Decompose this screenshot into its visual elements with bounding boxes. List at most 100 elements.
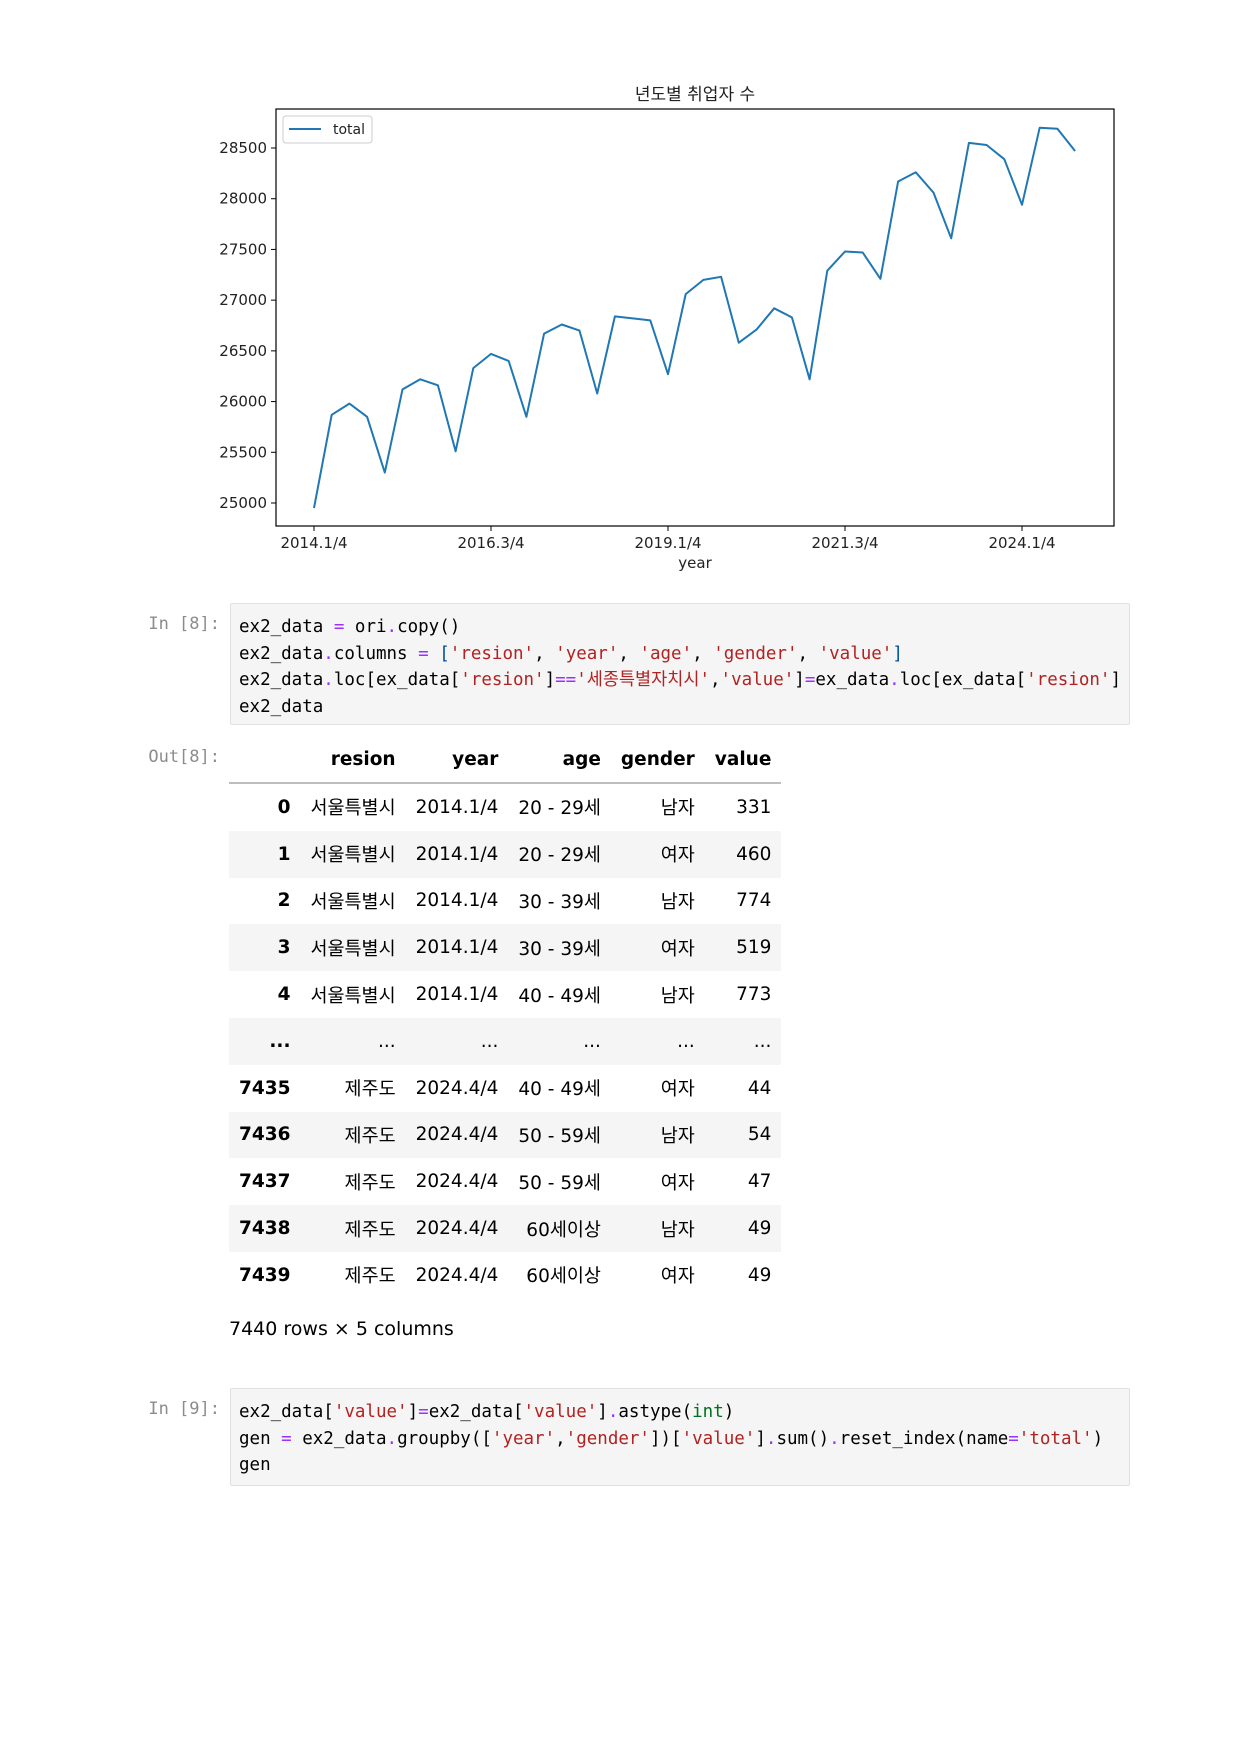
- code-line: gen = ex2_data.groupby(['year','gender']…: [239, 1428, 1104, 1449]
- table-cell: 2024.4/4: [415, 1171, 499, 1193]
- input-prompt-8: In [8]:: [148, 614, 220, 634]
- x-tick-label: 2014.1/4: [280, 534, 347, 552]
- table-row: 3 서울특별시 2014.1/4 30 - 39세 여자 519: [229, 924, 782, 972]
- code-line: ex2_data['value']=ex2_data['value'].asty…: [239, 1402, 735, 1422]
- table-cell: 20 - 29세: [518, 845, 601, 867]
- row-index: 3: [277, 937, 291, 959]
- table-cell: 519: [736, 937, 772, 959]
- table-cell: 2014.1/4: [415, 890, 499, 912]
- code-line: ex2_data.loc[ex_data['resion']=='세종특별자치시…: [239, 670, 1121, 690]
- table-cell: 460: [736, 843, 772, 865]
- code-line: gen: [239, 1455, 271, 1475]
- table-cell: 30 - 39세: [518, 891, 601, 913]
- y-tick-label: 28500: [219, 139, 267, 157]
- table-cell: 54: [747, 1124, 772, 1146]
- table-cell: 2024.4/4: [415, 1124, 499, 1146]
- row-index: 7435: [239, 1077, 291, 1099]
- column-header: year: [405, 736, 509, 784]
- x-tick-label: 2019.1/4: [634, 534, 701, 552]
- table-cell: 2024.4/4: [415, 1218, 499, 1240]
- table-cell: 49: [747, 1264, 772, 1286]
- table-row: 7437 제주도 2024.4/4 50 - 59세 여자 47: [229, 1158, 781, 1205]
- table-cell: 30 - 39세: [518, 938, 601, 960]
- legend-box: [282, 115, 373, 144]
- row-index: 1: [277, 843, 291, 865]
- table-cell: 774: [736, 890, 772, 912]
- legend-label-total: total: [333, 122, 365, 138]
- code-cell-9[interactable]: ex2_data['value']=ex2_data['value'].asty…: [230, 1388, 1130, 1486]
- table-cell: 서울특별시: [310, 845, 396, 867]
- table-row: 2 서울특별시 2014.1/4 30 - 39세 남자 774: [229, 878, 781, 925]
- x-tick-label: 2024.1/4: [988, 534, 1055, 552]
- code-line: ex2_data = ori.copy(): [239, 617, 461, 637]
- table-cell: 여자: [660, 1266, 695, 1288]
- table-cell: 331: [736, 796, 772, 818]
- table-cell: 2014.1/4: [415, 984, 499, 1006]
- table-row: 7435 제주도 2024.4/4 40 - 49세 여자 44: [229, 1065, 781, 1112]
- x-tick-label: 2021.3/4: [811, 534, 878, 552]
- dataframe-shape: 7440 rows × 5 columns: [229, 1318, 454, 1340]
- table-cell: 제주도: [344, 1125, 396, 1147]
- y-tick-label: 26000: [219, 393, 267, 411]
- table-cell: 40 - 49세: [518, 985, 601, 1007]
- table-cell: 서울특별시: [310, 798, 396, 820]
- code-line: ex2_data: [239, 696, 324, 717]
- code-line: ex2_data.columns = ['resion', 'year', 'a…: [239, 643, 903, 664]
- table-row: 4 서울특별시 2014.1/4 40 - 49세 남자 773: [229, 971, 781, 1018]
- table-cell: 남자: [660, 985, 695, 1007]
- table-cell: ...: [377, 1030, 396, 1052]
- chart-title: 년도별 취업자 수: [635, 85, 755, 105]
- table-cell: 2014.1/4: [415, 937, 499, 959]
- row-index: 7436: [239, 1124, 291, 1146]
- row-index: 2: [277, 890, 291, 912]
- table-cell: 47: [747, 1171, 772, 1193]
- y-tick-label: 26500: [219, 342, 267, 360]
- row-index: ...: [269, 1030, 291, 1052]
- code-cell-8[interactable]: ex2_data = ori.copy() ex2_data.columns = …: [230, 603, 1130, 725]
- y-tick-label: 27500: [219, 240, 267, 258]
- row-index: 7439: [239, 1264, 291, 1286]
- table-cell: 서울특별시: [310, 938, 396, 960]
- table-cell: 제주도: [344, 1266, 396, 1288]
- table-cell: 49: [747, 1218, 772, 1240]
- table-cell: 제주도: [344, 1079, 396, 1101]
- table-cell: ...: [677, 1030, 695, 1052]
- table-cell: 남자: [660, 1219, 695, 1241]
- table-row: 0 서울특별시 2014.1/4 20 - 29세 남자 331: [229, 783, 781, 831]
- table-cell: 50 - 59세: [518, 1172, 601, 1194]
- column-header: value: [704, 736, 782, 784]
- series-total-line: [313, 126, 1076, 509]
- table-cell: 제주도: [344, 1219, 396, 1241]
- x-axis-label: year: [678, 554, 712, 572]
- y-tick-label: 28000: [219, 190, 267, 208]
- table-row: 1 서울특별시 2014.1/4 20 - 29세 여자 460: [229, 830, 782, 878]
- table-cell: 여자: [660, 1079, 695, 1101]
- table-cell: 2024.4/4: [415, 1077, 499, 1099]
- table-cell: 여자: [660, 938, 695, 960]
- table-cell: 2024.4/4: [415, 1264, 499, 1286]
- y-tick-label: 27000: [219, 291, 267, 309]
- table-cell: 60세이상: [526, 1219, 601, 1241]
- table-cell: ...: [753, 1030, 772, 1052]
- row-index: 0: [277, 796, 291, 818]
- table-row: 7439 제주도 2024.4/4 60세이상 여자 49: [229, 1252, 781, 1299]
- x-tick-label: 2016.3/4: [457, 534, 524, 552]
- row-index: 4: [277, 984, 291, 1006]
- table-cell: ...: [583, 1030, 601, 1052]
- table-cell: 남자: [660, 1125, 695, 1147]
- input-prompt-9: In [9]:: [148, 1399, 220, 1419]
- column-header: age: [508, 736, 611, 784]
- table-cell: 2014.1/4: [415, 796, 499, 818]
- table-cell: 20 - 29세: [518, 798, 601, 820]
- table-cell: 서울특별시: [310, 985, 396, 1007]
- table-cell: 773: [736, 984, 772, 1006]
- table-cell: 남자: [660, 798, 695, 820]
- table-cell: 60세이상: [526, 1266, 601, 1288]
- table-row: ..................: [229, 1017, 782, 1065]
- index-header: [229, 736, 301, 784]
- table-cell: 40 - 49세: [518, 1079, 601, 1101]
- y-tick-label: 25000: [219, 494, 267, 512]
- table-row: 7436 제주도 2024.4/4 50 - 59세 남자 54: [229, 1111, 782, 1159]
- y-tick-label: 25500: [219, 443, 267, 461]
- table-cell: 남자: [660, 891, 695, 913]
